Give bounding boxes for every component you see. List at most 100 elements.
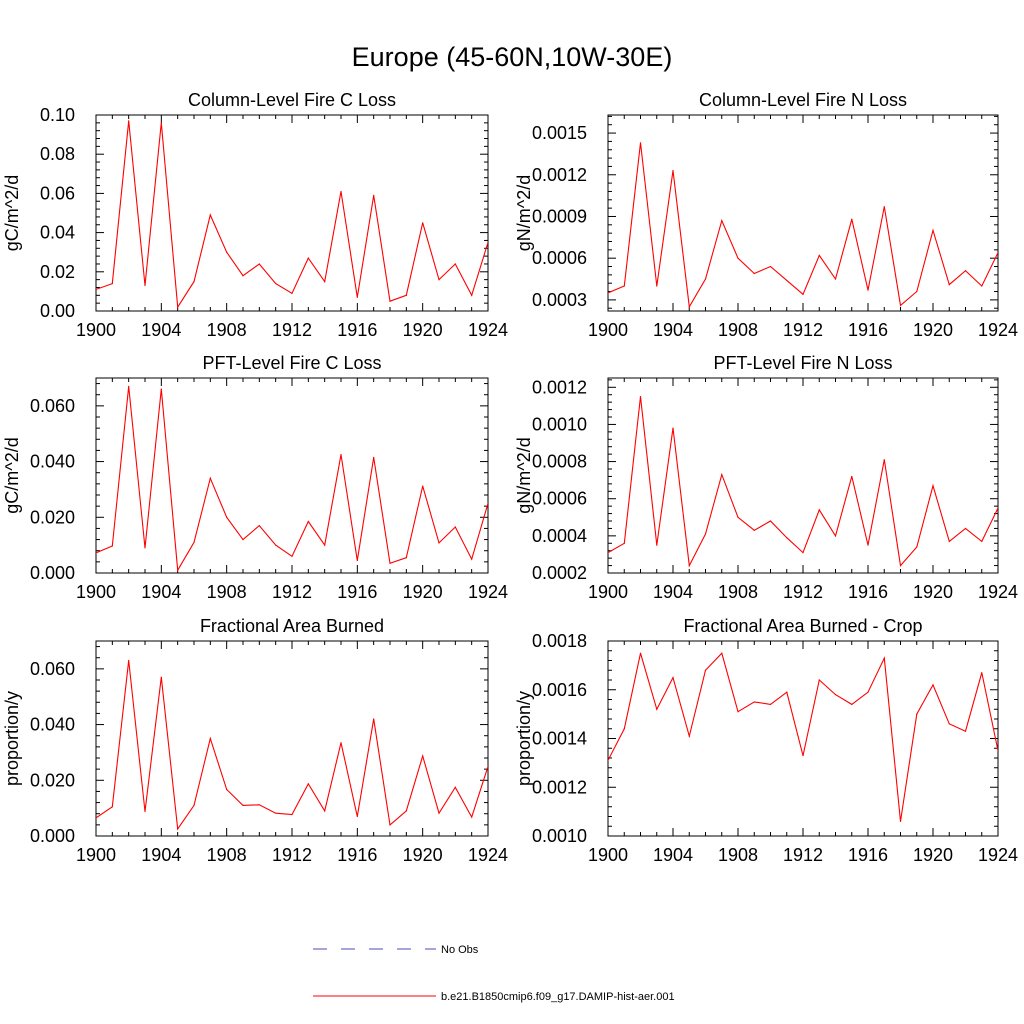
panel-title: Column-Level Fire N Loss [699, 90, 907, 110]
x-tick-label: 1924 [978, 845, 1018, 865]
data-point [769, 265, 772, 268]
data-point [275, 282, 277, 285]
data-point [769, 520, 772, 522]
data-point [160, 388, 162, 390]
x-tick-label: 1920 [913, 320, 953, 340]
data-point [867, 691, 869, 693]
data-point [275, 812, 277, 814]
data-point [177, 306, 179, 308]
plot-frame [95, 377, 489, 574]
data-point [177, 828, 179, 830]
data-point [356, 559, 358, 562]
x-tick-label: 1908 [718, 582, 758, 602]
y-tick-label: 0.0012 [532, 777, 587, 797]
data-point [932, 229, 934, 231]
data-point [623, 542, 625, 544]
data-point [639, 142, 642, 144]
data-point [639, 395, 642, 398]
x-tick-label: 1908 [207, 320, 247, 340]
data-point [209, 737, 211, 740]
y-axis-label: gC/m^2/d [2, 437, 22, 513]
x-tick-label: 1924 [978, 582, 1018, 602]
x-tick-label: 1924 [468, 845, 508, 865]
data-point [422, 485, 424, 487]
data-point [324, 810, 326, 812]
y-axis-label: gN/m^2/d [514, 437, 534, 513]
data-point [193, 541, 195, 543]
data-point [721, 652, 723, 654]
data-point [964, 270, 967, 272]
data-point [111, 806, 113, 808]
y-tick-label: 0.060 [30, 659, 75, 679]
y-tick-label: 0.04 [40, 223, 75, 243]
data-point [454, 526, 456, 528]
data-point [834, 278, 837, 280]
data-point [753, 272, 755, 275]
data-point [128, 659, 130, 662]
data-point [672, 427, 674, 429]
data-point [802, 754, 804, 757]
data-point [454, 263, 456, 265]
data-point [389, 824, 391, 826]
data-point [193, 281, 195, 283]
data-point [209, 477, 211, 479]
data-point [948, 283, 950, 286]
data-point [356, 296, 358, 298]
x-tick-label: 1904 [653, 845, 693, 865]
data-point [128, 385, 130, 387]
data-point [672, 676, 674, 679]
y-tick-label: 0.000 [30, 563, 75, 583]
data-point [704, 533, 707, 535]
data-point [883, 206, 885, 208]
data-point [209, 214, 211, 216]
data-point [964, 730, 967, 732]
data-point [438, 279, 440, 281]
data-point [258, 804, 260, 806]
data-point [340, 190, 342, 193]
data-point [487, 241, 488, 243]
x-tick-label: 1904 [141, 582, 181, 602]
data-point [623, 728, 625, 730]
y-tick-label: 0.0008 [532, 452, 587, 472]
data-point [883, 657, 885, 659]
series-line [96, 120, 488, 309]
x-tick-label: 1908 [718, 320, 758, 340]
data-point [144, 547, 146, 549]
plot-frame [95, 114, 489, 312]
data-point [471, 558, 473, 560]
plot-frame [607, 640, 999, 837]
figure-title: Europe (45-60N,10W-30E) [352, 42, 673, 72]
y-tick-label: 0.0016 [532, 680, 587, 700]
data-point [608, 759, 609, 762]
series-line [608, 396, 998, 568]
y-tick-label: 0.040 [30, 452, 75, 472]
data-point [737, 516, 739, 518]
data-point [688, 735, 690, 737]
data-point [340, 454, 342, 456]
data-point [291, 555, 293, 557]
data-point [242, 275, 244, 277]
series-line [608, 142, 998, 309]
data-point [258, 525, 260, 527]
x-tick-label: 1916 [337, 582, 377, 602]
x-tick-label: 1916 [848, 320, 888, 340]
data-point [639, 652, 642, 654]
x-tick-label: 1920 [913, 845, 953, 865]
y-tick-label: 0.0014 [532, 729, 587, 749]
data-point [672, 170, 674, 172]
data-point [818, 254, 820, 256]
data-point [997, 507, 998, 509]
y-tick-label: 0.0015 [532, 123, 587, 143]
data-point [307, 520, 309, 523]
data-point [438, 812, 440, 814]
data-point [487, 502, 488, 504]
x-tick-label: 1908 [718, 845, 758, 865]
data-point [422, 755, 424, 757]
data-point [786, 279, 788, 282]
data-point [258, 263, 260, 265]
data-point [899, 820, 902, 822]
y-tick-label: 0.020 [30, 507, 75, 527]
data-point [818, 679, 820, 681]
data-point [111, 282, 113, 285]
data-point [656, 285, 658, 287]
